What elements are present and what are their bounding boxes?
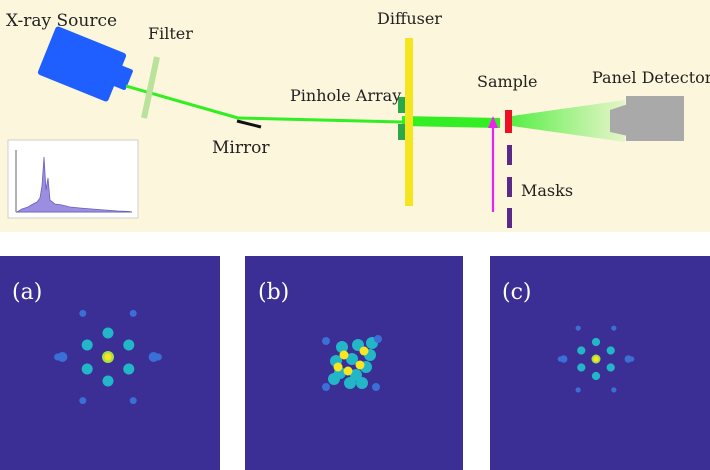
diffraction-spot <box>359 346 369 356</box>
label-sample: Sample <box>477 72 538 91</box>
diffraction-spot <box>591 337 601 347</box>
diffraction-spot <box>328 373 340 385</box>
diffraction-spot <box>102 375 114 387</box>
diffraction-spot <box>79 397 87 405</box>
diffraction-spot <box>79 309 87 317</box>
diffraction-spot <box>54 353 62 361</box>
label-diffuser: Diffuser <box>377 9 442 28</box>
label-masks: Masks <box>521 181 573 200</box>
diffraction-spot <box>577 346 586 355</box>
diffraction-panel-a: (a) <box>0 256 220 470</box>
diffraction-spot <box>575 325 581 331</box>
diffraction-spot <box>123 339 135 351</box>
spectrum-inset <box>7 139 139 219</box>
diffraction-panel-c: (c) <box>490 256 710 470</box>
diffuser-icon <box>405 38 413 206</box>
diffraction-panel-b: (b) <box>245 256 463 470</box>
panel-label-a: (a) <box>12 280 42 305</box>
diffraction-spot <box>154 353 162 361</box>
diffraction-spot <box>336 341 348 353</box>
diffraction-spot <box>102 327 114 339</box>
diffraction-spot <box>591 371 601 381</box>
diffraction-spot <box>343 366 353 376</box>
diffraction-spot <box>374 335 382 343</box>
diffraction-spot <box>629 356 635 362</box>
diffraction-spot <box>606 363 615 372</box>
diffraction-spot <box>322 383 330 391</box>
pinhole-array-icon <box>398 97 405 140</box>
diffraction-spot <box>372 383 380 391</box>
diffraction-spot <box>611 387 617 393</box>
label-pinhole-array: Pinhole Array <box>290 86 401 105</box>
panel-label-c: (c) <box>502 280 532 305</box>
diffraction-spot <box>593 356 599 362</box>
diffraction-spot <box>333 362 343 372</box>
panel-label-b: (b) <box>258 280 289 305</box>
diffraction-spot <box>346 353 358 365</box>
diffraction-spot <box>81 339 93 351</box>
diffraction-spot <box>344 377 356 389</box>
label-mirror: Mirror <box>212 138 270 158</box>
diffraction-spot <box>104 353 112 361</box>
diffraction-spot <box>129 397 137 405</box>
diffraction-spot <box>577 363 586 372</box>
label-xray-source: X-ray Source <box>6 11 117 31</box>
diffraction-spot <box>356 377 368 389</box>
sample-icon <box>505 110 512 133</box>
diffraction-spot <box>557 356 563 362</box>
masks-icon <box>507 145 512 228</box>
diffraction-spot <box>129 309 137 317</box>
diffraction-spot <box>611 325 617 331</box>
diffraction-spot <box>339 350 349 360</box>
label-panel-detector: Panel Detector <box>592 68 710 87</box>
diffraction-spot <box>355 360 365 370</box>
diffraction-spot <box>123 363 135 375</box>
xray-source-icon <box>37 26 133 102</box>
filter-icon <box>141 56 160 119</box>
xray-beam <box>125 84 625 142</box>
mirror-icon <box>236 119 262 129</box>
diffraction-spot <box>606 346 615 355</box>
arrow-icon <box>488 116 498 212</box>
diffraction-spot <box>322 337 330 345</box>
panel-detector-icon <box>610 96 684 141</box>
label-filter: Filter <box>148 24 193 43</box>
diffraction-spot <box>81 363 93 375</box>
diffraction-spot <box>575 387 581 393</box>
